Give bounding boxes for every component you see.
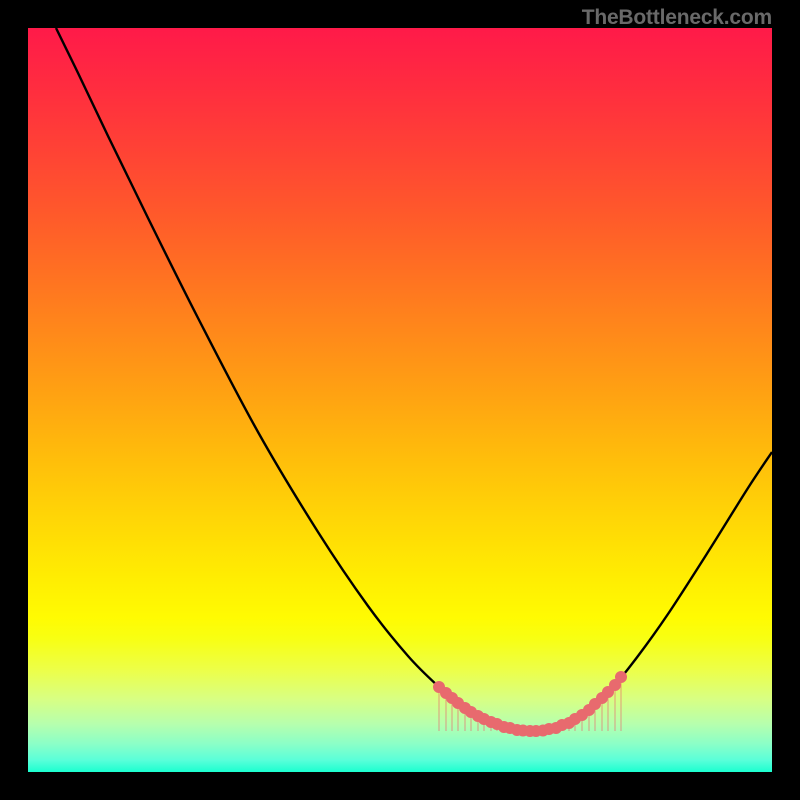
- curve-marker: [616, 672, 627, 683]
- curve-layer: [28, 28, 772, 772]
- bottleneck-curve: [56, 28, 772, 731]
- plot-area: [28, 28, 772, 772]
- watermark-text: TheBottleneck.com: [582, 6, 772, 30]
- curve-markers: [434, 672, 627, 737]
